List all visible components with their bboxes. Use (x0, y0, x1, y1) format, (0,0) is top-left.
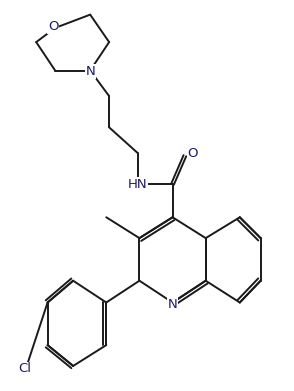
Text: HN: HN (128, 178, 147, 191)
Text: Cl: Cl (18, 362, 31, 375)
Text: N: N (85, 65, 95, 78)
Text: O: O (48, 20, 59, 34)
Text: O: O (187, 147, 198, 160)
Text: N: N (168, 298, 178, 311)
